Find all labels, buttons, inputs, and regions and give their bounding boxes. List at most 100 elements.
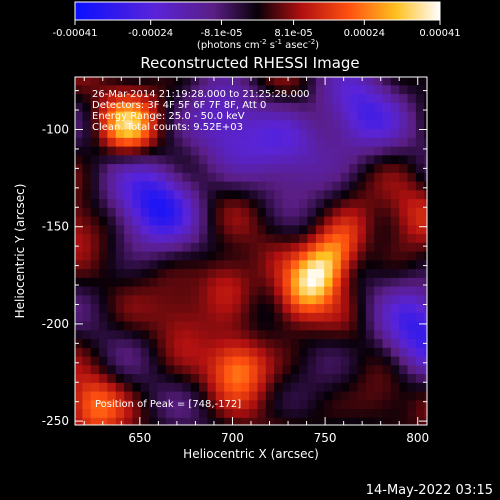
heatmap-cell — [365, 347, 375, 357]
heatmap-cell — [215, 294, 225, 305]
heatmap-cell — [274, 355, 284, 366]
heatmap-cell — [299, 137, 309, 147]
heatmap-cell — [182, 294, 192, 305]
heatmap-cell — [199, 163, 209, 173]
heatmap-cell — [207, 111, 217, 121]
heatmap-cell — [107, 163, 117, 173]
heatmap-cell — [115, 417, 125, 425]
heatmap-cell — [315, 294, 325, 305]
heatmap-cell — [124, 67, 133, 76]
heatmap-cell — [415, 172, 425, 182]
heatmap-cell — [424, 390, 427, 401]
heatmap-cell — [407, 390, 417, 401]
heatmap-cell — [424, 320, 427, 331]
heatmap-cell — [215, 77, 225, 86]
heatmap-cell — [332, 233, 342, 243]
heatmap-cell — [257, 242, 267, 252]
heatmap-cell — [140, 77, 150, 86]
heatmap-cell — [66, 199, 75, 208]
heatmap-cell — [340, 364, 350, 375]
heatmap-cell — [124, 233, 134, 243]
heatmap-cell — [157, 172, 167, 182]
heatmap-cell — [390, 373, 400, 383]
heatmap-cell — [265, 216, 275, 226]
heatmap-cell — [232, 355, 242, 366]
heatmap-cell — [190, 408, 200, 418]
heatmap-cell — [257, 390, 267, 401]
heatmap-cell — [199, 251, 209, 261]
heatmap-cell — [149, 417, 159, 425]
heatmap-cell — [240, 77, 250, 86]
heatmap-cell — [382, 251, 392, 261]
heatmap-cell — [324, 163, 334, 173]
heatmap-cell — [99, 93, 109, 103]
heatmap-cell — [407, 198, 417, 208]
heatmap-cell — [75, 259, 84, 270]
heatmap-cell — [399, 364, 409, 375]
heatmap-cell — [307, 268, 317, 278]
heatmap-cell — [265, 417, 275, 425]
heatmap-cell — [75, 355, 84, 366]
heatmap-cell — [307, 242, 317, 252]
heatmap-cell — [365, 320, 375, 331]
heatmap-cell — [332, 251, 342, 261]
heatmap-cell — [149, 373, 159, 383]
heatmap-cell — [165, 154, 175, 165]
heatmap-cell — [75, 77, 84, 86]
heatmap-cell — [149, 137, 159, 147]
heatmap-cell — [75, 146, 84, 156]
heatmap-cell — [99, 426, 108, 435]
heatmap-cell — [249, 163, 259, 173]
heatmap-cell — [249, 277, 259, 287]
heatmap-cell — [82, 294, 92, 305]
heatmap-cell — [82, 84, 92, 95]
heatmap-cell — [140, 390, 150, 401]
heatmap-cell — [332, 84, 342, 95]
heatmap-cell — [390, 181, 400, 191]
heatmap-cell — [291, 426, 300, 435]
heatmap-cell — [115, 259, 125, 270]
heatmap-cell — [265, 233, 275, 243]
heatmap-cell — [257, 93, 267, 103]
heatmap-cell — [215, 207, 225, 217]
heatmap-cell — [165, 172, 175, 182]
annotation-detectors: Detectors: 3F 4F 5F 6F 7F 8F, Att 0 — [92, 100, 266, 111]
heatmap-cell — [90, 251, 100, 261]
heatmap-cell — [240, 146, 250, 156]
heatmap-cell — [107, 242, 117, 252]
heatmap-cell — [190, 277, 200, 287]
heatmap-cell — [307, 399, 317, 410]
heatmap-cell — [174, 251, 184, 261]
heatmap-cell — [207, 198, 217, 208]
heatmap-cell — [90, 242, 100, 252]
heatmap-cell — [249, 146, 259, 156]
heatmap-cell — [357, 216, 367, 226]
heatmap-cell — [149, 390, 159, 401]
colorbar-tick-label: -8.1e-05 — [200, 28, 242, 39]
heatmap-cell — [182, 224, 192, 235]
heatmap-cell — [408, 67, 417, 76]
heatmap-cell — [157, 163, 167, 173]
heatmap-cell — [340, 251, 350, 261]
heatmap-cell — [274, 303, 284, 313]
heatmap-cell — [157, 285, 167, 296]
heatmap-cell — [265, 390, 275, 401]
heatmap-cell — [357, 119, 367, 130]
heatmap-cell — [365, 390, 375, 401]
heatmap-cell — [149, 347, 159, 357]
heatmap-cell — [182, 312, 192, 322]
heatmap-cell — [382, 408, 392, 418]
heatmap-cell — [415, 312, 425, 322]
heatmap-cell — [249, 399, 259, 410]
heatmap-cell — [365, 373, 375, 383]
heatmap-cell — [149, 154, 159, 165]
heatmap-cell — [224, 233, 234, 243]
heatmap-cell — [90, 207, 100, 217]
heatmap-cell — [240, 268, 250, 278]
heatmap-cell — [232, 93, 242, 103]
heatmap-cell — [399, 251, 409, 261]
heatmap-cell — [215, 102, 225, 112]
heatmap-cell — [99, 207, 109, 217]
heatmap-cell — [249, 417, 259, 425]
heatmap-cell — [374, 102, 384, 112]
